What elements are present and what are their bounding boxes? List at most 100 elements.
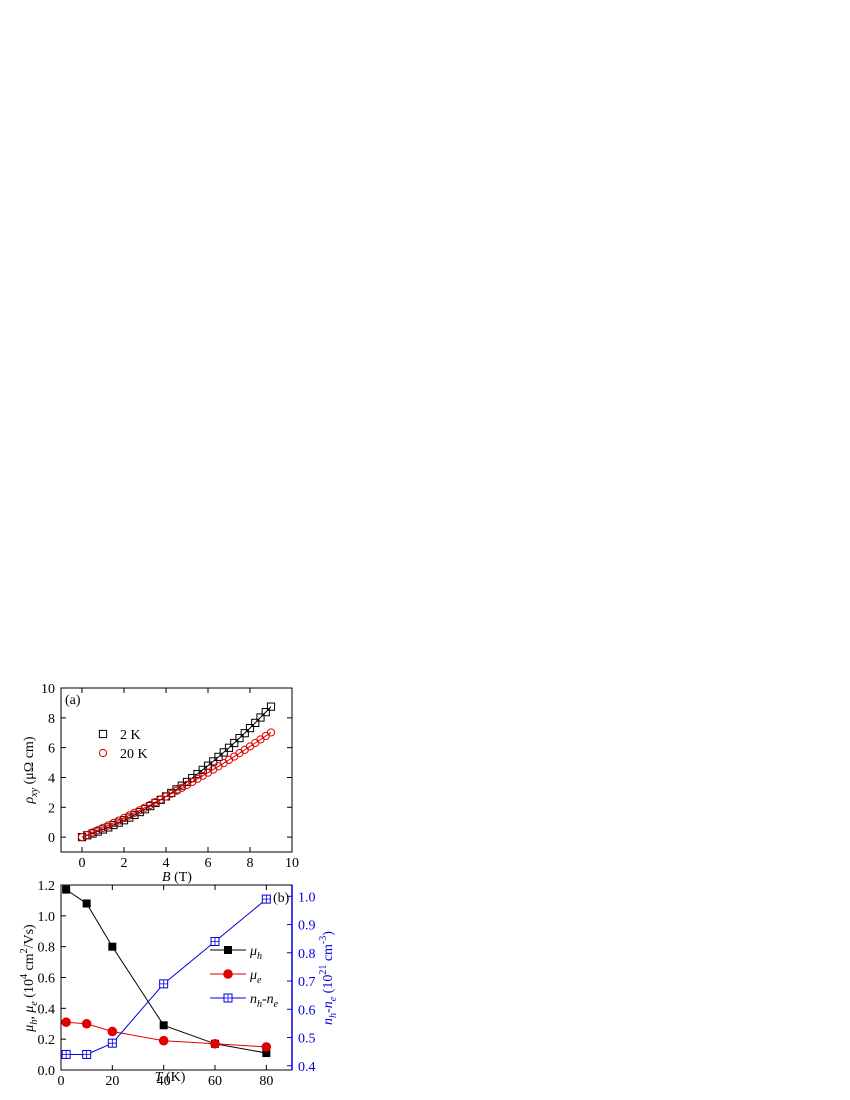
x-tick-label: 60 [208,1074,222,1089]
marker [98,748,108,758]
marker [158,1035,169,1046]
y2-tick-label: 0.7 [298,975,316,990]
y-tick-label: 2 [48,801,55,816]
marker-cross [159,979,168,988]
marker [235,733,244,743]
y-tick-label: 0.2 [38,1033,56,1048]
y2-tick-label: 0.9 [298,919,316,934]
marker [77,832,87,842]
marker [210,936,220,946]
marker [262,1049,271,1058]
legend-label: μe [249,968,262,986]
x-tick-label: 4 [163,856,170,871]
panel-label: (b) [273,891,290,906]
y-axis-label: ρxy (μΩ cm) [22,736,40,804]
marker [266,702,276,711]
y-tick-label: 0 [48,831,55,846]
legend-label-part: 20 K [120,747,148,762]
marker-cross [62,1050,71,1059]
marker [107,1038,117,1048]
y2-tick-label: 0.8 [298,947,316,962]
marker [224,743,234,752]
y-tick-label: 0.6 [38,972,56,987]
marker [98,823,108,832]
marker [256,713,265,722]
y2-tick-label: 1.0 [298,890,316,905]
legend-label: 20 K [120,747,148,762]
marker [119,813,129,823]
y-tick-label: 0.8 [38,941,56,956]
x-tick-label: 0 [79,856,86,871]
legend-label-part: h [257,999,262,1010]
y-tick-label: 0.4 [38,1002,56,1017]
marker-cross [108,1039,117,1048]
marker [261,894,271,904]
y-tick-label: 6 [48,742,55,757]
marker [61,1049,71,1059]
marker [151,797,160,807]
marker [140,803,150,812]
marker [135,806,144,815]
marker [209,757,218,766]
marker [82,1049,92,1059]
marker [214,752,223,761]
y2-axis-label: nh-ne (1021 cm-3) [318,931,339,1025]
marker [210,1038,220,1049]
x-tick-label: 8 [247,856,254,871]
legend-label: μh [249,944,262,962]
plot-frame [60,687,293,853]
y2-tick-label: 0.4 [298,1060,316,1075]
legend-label-part: h [257,951,262,962]
marker [107,1026,118,1037]
marker [81,1018,92,1029]
marker [159,979,169,989]
marker [62,885,71,894]
marker-cross [224,994,232,1002]
marker [240,729,249,738]
y-tick-label: 1.2 [38,879,56,894]
legend-label-part: e [257,975,262,986]
marker-cross [211,937,219,946]
legend-label: 2 K [120,728,141,743]
legend-label-part: -n [262,992,274,1007]
y-tick-label: 1.0 [38,910,56,925]
marker [114,816,123,825]
legend-label-part: μ [249,968,257,983]
x-tick-label: 80 [259,1074,273,1089]
marker [245,724,255,733]
marker [83,830,92,839]
marker [230,738,239,748]
marker [224,946,232,954]
marker [223,969,233,979]
marker [125,811,134,820]
y2-tick-label: 0.5 [298,1032,316,1047]
marker [82,899,91,908]
marker [61,1017,71,1028]
x-axis-label: B (T) [162,870,192,885]
y-tick-label: 0.0 [38,1064,56,1079]
x-tick-label: 20 [105,1074,119,1089]
marker [261,1042,272,1052]
x-tick-label: 40 [157,1074,171,1089]
panel-label: (a) [65,693,81,708]
x-tick-label: 10 [285,856,299,871]
x-tick-label: 6 [205,856,212,871]
marker [159,1021,168,1030]
marker [108,942,117,951]
marker [109,818,118,828]
x-axis-label: T (K) [155,1070,186,1085]
y-tick-label: 10 [41,682,55,697]
marker-cross [82,1050,91,1059]
marker [223,993,233,1003]
legend-label: nh-ne [250,992,279,1010]
marker [266,728,276,737]
marker [261,708,270,717]
legend-label-part: μ [249,944,257,959]
marker [130,808,139,817]
legend-label-part: n [250,992,257,1007]
x-tick-label: 2 [121,856,128,871]
y-tick-label: 4 [48,771,55,786]
marker [219,748,228,757]
y-tick-label: 8 [48,712,55,727]
legend-label-part: 2 K [120,728,141,743]
